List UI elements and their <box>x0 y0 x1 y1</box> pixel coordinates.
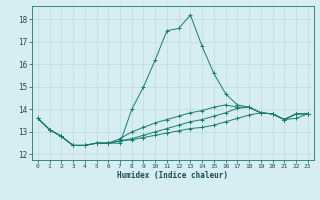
X-axis label: Humidex (Indice chaleur): Humidex (Indice chaleur) <box>117 171 228 180</box>
